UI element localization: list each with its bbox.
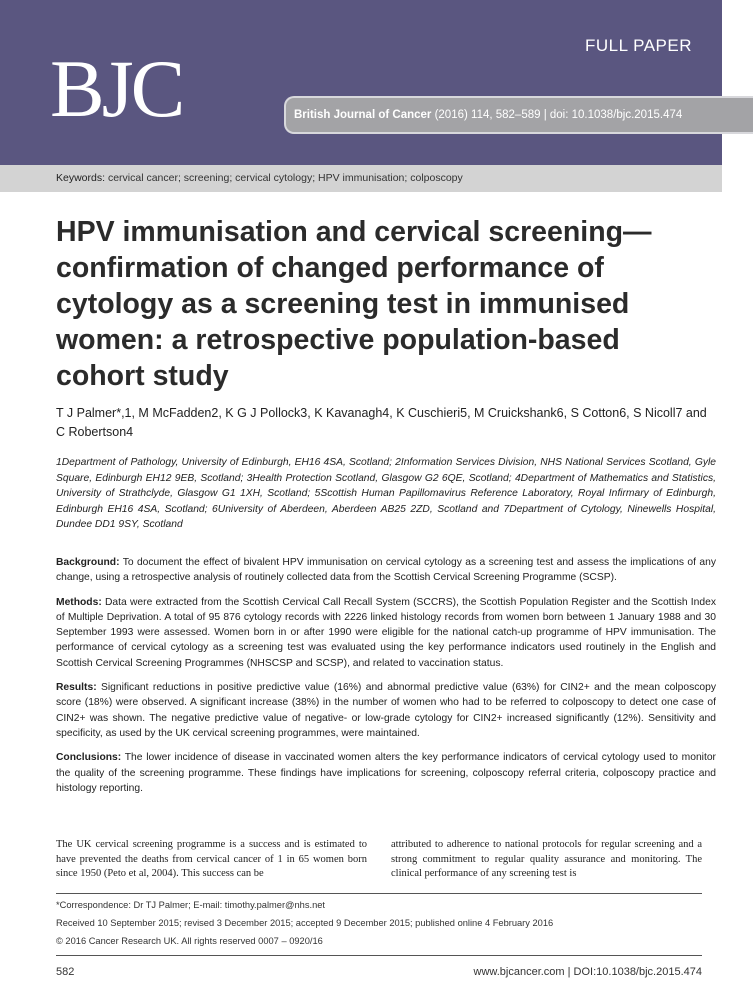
- body-column-right: attributed to adherence to national prot…: [391, 839, 702, 879]
- correspondence: *Correspondence: Dr TJ Palmer; E-mail: t…: [56, 900, 325, 910]
- author-list: T J Palmer*,1, M McFadden2, K G J Polloc…: [56, 406, 707, 439]
- abstract-text: The lower incidence of disease in vaccin…: [56, 752, 716, 794]
- abstract-label: Results:: [56, 682, 97, 694]
- keywords-label: Keywords:: [56, 172, 106, 184]
- body-text: The UK cervical screening programme is a…: [56, 838, 702, 882]
- citation-text: (2016) 114, 582–589 | doi: 10.1038/bjc.2…: [431, 109, 683, 121]
- body-column-left: The UK cervical screening programme is a…: [56, 839, 367, 879]
- journal-name: British Journal of Cancer: [294, 109, 432, 121]
- abstract-background: Background: To document the effect of bi…: [56, 555, 716, 586]
- abstract-text: Significant reductions in positive predi…: [56, 682, 716, 739]
- abstract-methods: Methods: Data were extracted from the Sc…: [56, 595, 716, 671]
- abstract-text: Data were extracted from the Scottish Ce…: [56, 596, 716, 669]
- abstract-text: To document the effect of bivalent HPV i…: [56, 557, 716, 584]
- abstract: Background: To document the effect of bi…: [56, 555, 716, 805]
- keywords-bar: Keywords: cervical cancer; screening; ce…: [0, 165, 722, 192]
- affiliations: 1Department of Pathology, University of …: [56, 457, 716, 530]
- keywords-text: cervical cancer; screening; cervical cyt…: [105, 172, 463, 184]
- footer-doi[interactable]: www.bjcancer.com | DOI:10.1038/bjc.2015.…: [473, 966, 703, 978]
- divider: [56, 955, 702, 956]
- citation-bar: British Journal of Cancer (2016) 114, 58…: [284, 96, 753, 134]
- abstract-label: Methods:: [56, 596, 102, 608]
- received-dates: Received 10 September 2015; revised 3 De…: [56, 918, 554, 928]
- page-number: 582: [56, 966, 75, 978]
- abstract-label: Conclusions:: [56, 752, 122, 764]
- section-label: FULL PAPER: [584, 36, 692, 55]
- article-title: HPV immunisation and cervical screening—…: [56, 216, 652, 392]
- divider: [56, 893, 702, 894]
- abstract-label: Background:: [56, 557, 120, 568]
- journal-logo: BJC: [50, 43, 185, 134]
- abstract-results: Results: Significant reductions in posit…: [56, 680, 716, 741]
- copyright: © 2016 Cancer Research UK. All rights re…: [56, 936, 323, 946]
- header-banner: FULL PAPER BJC: [0, 0, 722, 165]
- abstract-conclusions: Conclusions: The lower incidence of dise…: [56, 750, 716, 796]
